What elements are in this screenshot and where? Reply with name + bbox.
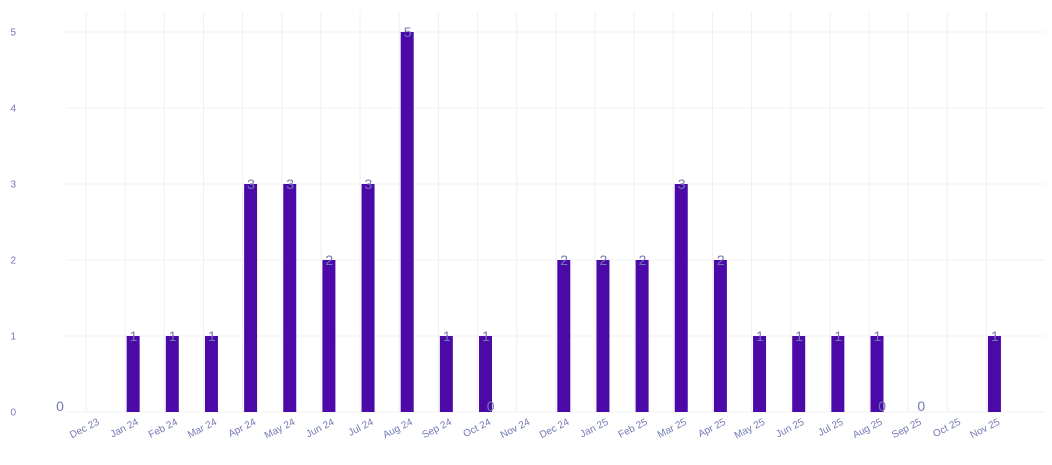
y-tick-label: 4 [10, 104, 16, 115]
bar [361, 184, 375, 412]
bar [987, 336, 1001, 412]
bar [753, 336, 767, 412]
x-tick-label: May 24 [263, 417, 298, 442]
x-tick-label: May 25 [733, 417, 768, 442]
bar [713, 260, 727, 412]
bar-value-label: 0 [917, 398, 925, 414]
bar [479, 336, 492, 412]
x-tick-label: Sep 24 [420, 417, 454, 441]
x-tick-label: Oct 24 [462, 417, 494, 440]
bar-value-label: 1 [991, 328, 999, 344]
bar-value-label: 0 [487, 398, 495, 414]
bar [557, 260, 571, 412]
bar [439, 336, 453, 412]
bar [831, 336, 845, 412]
bar-value-label: 1 [482, 328, 490, 344]
bar-value-label: 2 [639, 252, 647, 268]
bar [400, 32, 414, 412]
y-tick-label: 1 [10, 332, 16, 343]
x-tick-label: Feb 24 [147, 417, 180, 441]
bar [322, 260, 336, 412]
bar [635, 260, 649, 412]
x-tick-label: Aug 25 [851, 417, 885, 441]
x-tick-label: Feb 25 [617, 417, 650, 441]
bar-value-label: 1 [443, 328, 451, 344]
x-tick-label: Jan 25 [579, 417, 611, 441]
x-tick-label: Jan 24 [109, 417, 141, 441]
x-axis: Dec 23 Jan 24 Feb 24 Mar 24 Apr 24 May 24 Jun … [68, 417, 1002, 442]
x-tick-label: Apr 24 [227, 417, 259, 440]
bar-value-label: 1 [169, 328, 177, 344]
grid-layer [66, 12, 1045, 413]
bar-value-label: 3 [247, 176, 255, 192]
bar [204, 336, 218, 412]
y-axis: 0 1 2 3 4 5 [10, 28, 16, 419]
bar-value-label: 3 [678, 176, 686, 192]
x-tick-label: Jun 24 [305, 417, 337, 441]
y-tick-label: 3 [10, 180, 16, 191]
x-tick-label: Jul 24 [347, 417, 376, 439]
x-tick-label: Sep 25 [890, 417, 924, 441]
bar-value-label: 1 [795, 328, 803, 344]
bar [283, 184, 297, 412]
bar [244, 184, 258, 412]
bar-value-label: 0 [878, 398, 886, 414]
bars-layer [126, 32, 1001, 412]
bar-value-label: 1 [874, 328, 882, 344]
bar [870, 336, 884, 412]
bar-value-label: 3 [365, 176, 373, 192]
bar-value-label: 2 [325, 252, 333, 268]
bar-value-label: 1 [130, 328, 138, 344]
bar-value-label: 2 [717, 252, 725, 268]
bar-value-label: 0 [56, 398, 64, 414]
bar [126, 336, 140, 412]
bar-value-label: 1 [756, 328, 764, 344]
bar-value-label: 2 [560, 252, 568, 268]
x-tick-label: Oct 25 [931, 417, 963, 440]
x-tick-label: Jun 25 [774, 417, 806, 441]
x-tick-label: Jul 25 [816, 417, 845, 439]
value-labels-layer: 0 1 1 1 3 3 2 3 5 1 1 0 2 2 2 3 2 1 1 1 1 0 0 1 [56, 24, 999, 414]
y-tick-label: 2 [10, 256, 16, 267]
x-tick-label: Nov 24 [499, 417, 533, 441]
y-tick-label: 0 [10, 408, 16, 419]
bar-value-label: 3 [286, 176, 294, 192]
bar-value-label: 2 [599, 252, 607, 268]
x-tick-label: Mar 25 [656, 417, 689, 441]
x-tick-label: Mar 24 [186, 417, 219, 441]
bar-value-label: 5 [404, 24, 412, 40]
bar-value-label: 1 [834, 328, 842, 344]
x-tick-label: Apr 25 [697, 417, 729, 440]
bar [165, 336, 179, 412]
bar [596, 260, 610, 412]
x-tick-label: Dec 23 [68, 417, 102, 441]
x-tick-label: Aug 24 [381, 417, 415, 441]
x-tick-label: Nov 25 [969, 417, 1003, 441]
y-tick-label: 5 [10, 28, 16, 39]
bar [674, 184, 688, 412]
x-tick-label: Dec 24 [538, 417, 572, 441]
bar [792, 336, 806, 412]
bar-value-label: 1 [208, 328, 216, 344]
